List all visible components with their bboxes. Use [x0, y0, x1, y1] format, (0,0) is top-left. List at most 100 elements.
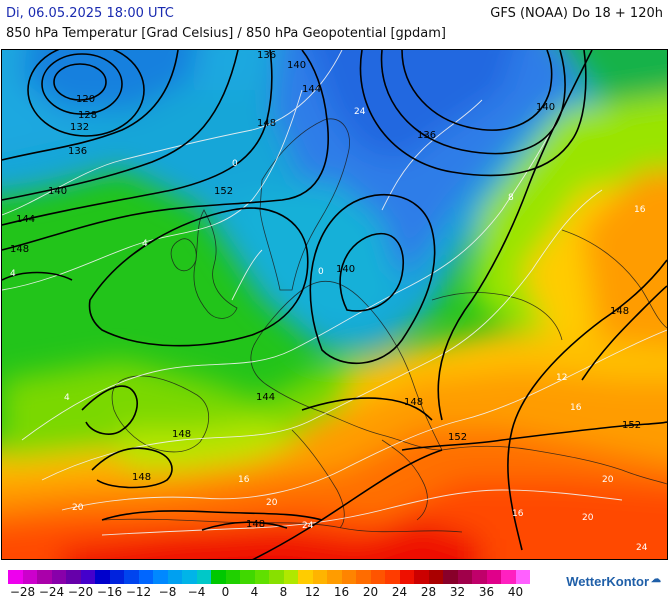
temperature-label: 0	[318, 267, 324, 277]
color-scale-swatch	[211, 570, 226, 584]
geopotential-label: 136	[68, 146, 87, 157]
forecast-datetime: Di, 06.05.2025 18:00 UTC	[6, 6, 174, 21]
temperature-shading	[2, 50, 667, 559]
temperature-label: 20	[602, 475, 614, 485]
temperature-label: 24	[636, 543, 648, 553]
color-scale-swatch	[399, 570, 414, 584]
temperature-label: 16	[512, 509, 524, 519]
geopotential-label: 140	[536, 102, 555, 113]
color-scale-tick-label: 16	[333, 585, 350, 599]
geopotential-label: 148	[132, 472, 151, 483]
brand-mark-icon: ☁	[651, 574, 661, 585]
temperature-label: 16	[570, 403, 582, 413]
header: Di, 06.05.2025 18:00 UTC GFS (NOAA) Do 1…	[0, 0, 669, 48]
parameter-description: 850 hPa Temperatur [Grad Celsius] / 850 …	[6, 26, 447, 41]
temperature-label: 20	[582, 513, 594, 523]
temperature-label: 12	[556, 373, 567, 383]
color-scale-swatch	[37, 570, 52, 584]
geopotential-label: 144	[302, 84, 321, 95]
geopotential-label: 148	[246, 519, 265, 530]
weather-map: 120 128 132 136 140 144 148 152 136 140 …	[1, 49, 668, 560]
color-scale-swatch	[327, 570, 342, 584]
color-scale-swatch	[240, 570, 255, 584]
temperature-labels: 24 0 4 4 0 8 16 4 12 16 16 20 20 24 16 2…	[10, 107, 648, 553]
color-scale-swatch	[124, 570, 139, 584]
temperature-color-scale	[8, 570, 530, 584]
color-scale-swatch	[196, 570, 211, 584]
color-scale-swatch	[95, 570, 110, 584]
temperature-label: 16	[238, 475, 250, 485]
temperature-label: 0	[232, 159, 238, 169]
geopotential-labels: 120 128 132 136 140 144 148 152 136 140 …	[10, 50, 641, 530]
color-scale-swatch	[153, 570, 168, 584]
color-scale-swatch	[80, 570, 95, 584]
geopotential-label: 152	[622, 420, 641, 431]
color-scale-swatch	[283, 570, 298, 584]
color-scale-swatch	[457, 570, 472, 584]
color-scale-tick-label: 36	[478, 585, 495, 599]
geopotential-label: 148	[404, 397, 423, 408]
geopotential-isohypses	[2, 50, 667, 559]
color-scale-swatch	[298, 570, 313, 584]
color-scale-swatch	[22, 570, 37, 584]
color-scale-swatch	[254, 570, 269, 584]
map-canvas: 120 128 132 136 140 144 148 152 136 140 …	[2, 50, 667, 559]
color-scale-swatch	[356, 570, 371, 584]
color-scale-swatch	[66, 570, 81, 584]
temperature-label: 4	[10, 269, 16, 279]
temperature-label: 16	[634, 205, 646, 215]
color-scale-swatch	[269, 570, 284, 584]
color-scale-swatch	[109, 570, 124, 584]
geopotential-label: 152	[214, 186, 233, 197]
color-scale-swatch	[414, 570, 429, 584]
geopotential-label: 148	[257, 118, 276, 129]
color-scale-tick-label: 28	[420, 585, 437, 599]
coastlines	[101, 118, 667, 533]
temperature-label: 24	[354, 107, 366, 117]
geopotential-label: 148	[172, 429, 191, 440]
color-scale-tick-label: 20	[362, 585, 379, 599]
color-scale-tick-label: −4	[187, 585, 206, 599]
color-scale-swatch	[472, 570, 487, 584]
temperature-label: 24	[302, 521, 314, 531]
color-scale-swatch	[51, 570, 66, 584]
geopotential-label: 140	[336, 264, 355, 275]
geopotential-label: 120	[76, 94, 95, 105]
color-scale-tick-label: −28	[9, 585, 36, 599]
color-scale-tick-label: 4	[250, 585, 259, 599]
temperature-label: 8	[508, 193, 514, 203]
color-scale-tick-label: −24	[38, 585, 65, 599]
color-scale-tick-label: 12	[304, 585, 321, 599]
color-scale-tick-label: −12	[125, 585, 152, 599]
color-scale-tick-label: 40	[507, 585, 524, 599]
wetterkontor-logo: WetterKontor ☁	[566, 574, 661, 589]
geopotential-label: 148	[610, 306, 629, 317]
model-run-label: GFS (NOAA) Do 18 + 120h	[490, 6, 663, 21]
geopotential-label: 140	[287, 60, 306, 71]
temperature-label: 20	[72, 503, 84, 513]
temperature-label: 20	[266, 498, 278, 508]
geopotential-label: 140	[48, 186, 67, 197]
color-scale-swatch	[385, 570, 400, 584]
color-scale-swatch	[370, 570, 385, 584]
geopotential-label: 128	[78, 110, 97, 121]
geopotential-label: 136	[417, 130, 436, 141]
color-scale-swatch	[8, 570, 23, 584]
color-scale-tick-label: 24	[391, 585, 408, 599]
geopotential-label: 132	[70, 122, 89, 133]
color-scale-swatch	[443, 570, 458, 584]
color-scale-swatch	[182, 570, 197, 584]
color-scale-tick-label: −20	[67, 585, 94, 599]
color-scale-swatch	[428, 570, 443, 584]
color-scale-ticks: −28 −24 −20 −16 −12 −8 −4 0 4 8 12 16 20 24 28 32 36 40	[0, 585, 560, 599]
temperature-label: 4	[64, 393, 70, 403]
color-scale-tick-label: −16	[96, 585, 123, 599]
color-scale-swatch	[312, 570, 327, 584]
geopotential-label: 152	[448, 432, 467, 443]
temperature-label: 4	[142, 239, 148, 249]
geopotential-label: 144	[16, 214, 35, 225]
brand-name: WetterKontor	[566, 574, 649, 589]
color-scale-tick-label: 32	[449, 585, 466, 599]
color-scale-swatch	[138, 570, 153, 584]
geopotential-label: 148	[10, 244, 29, 255]
